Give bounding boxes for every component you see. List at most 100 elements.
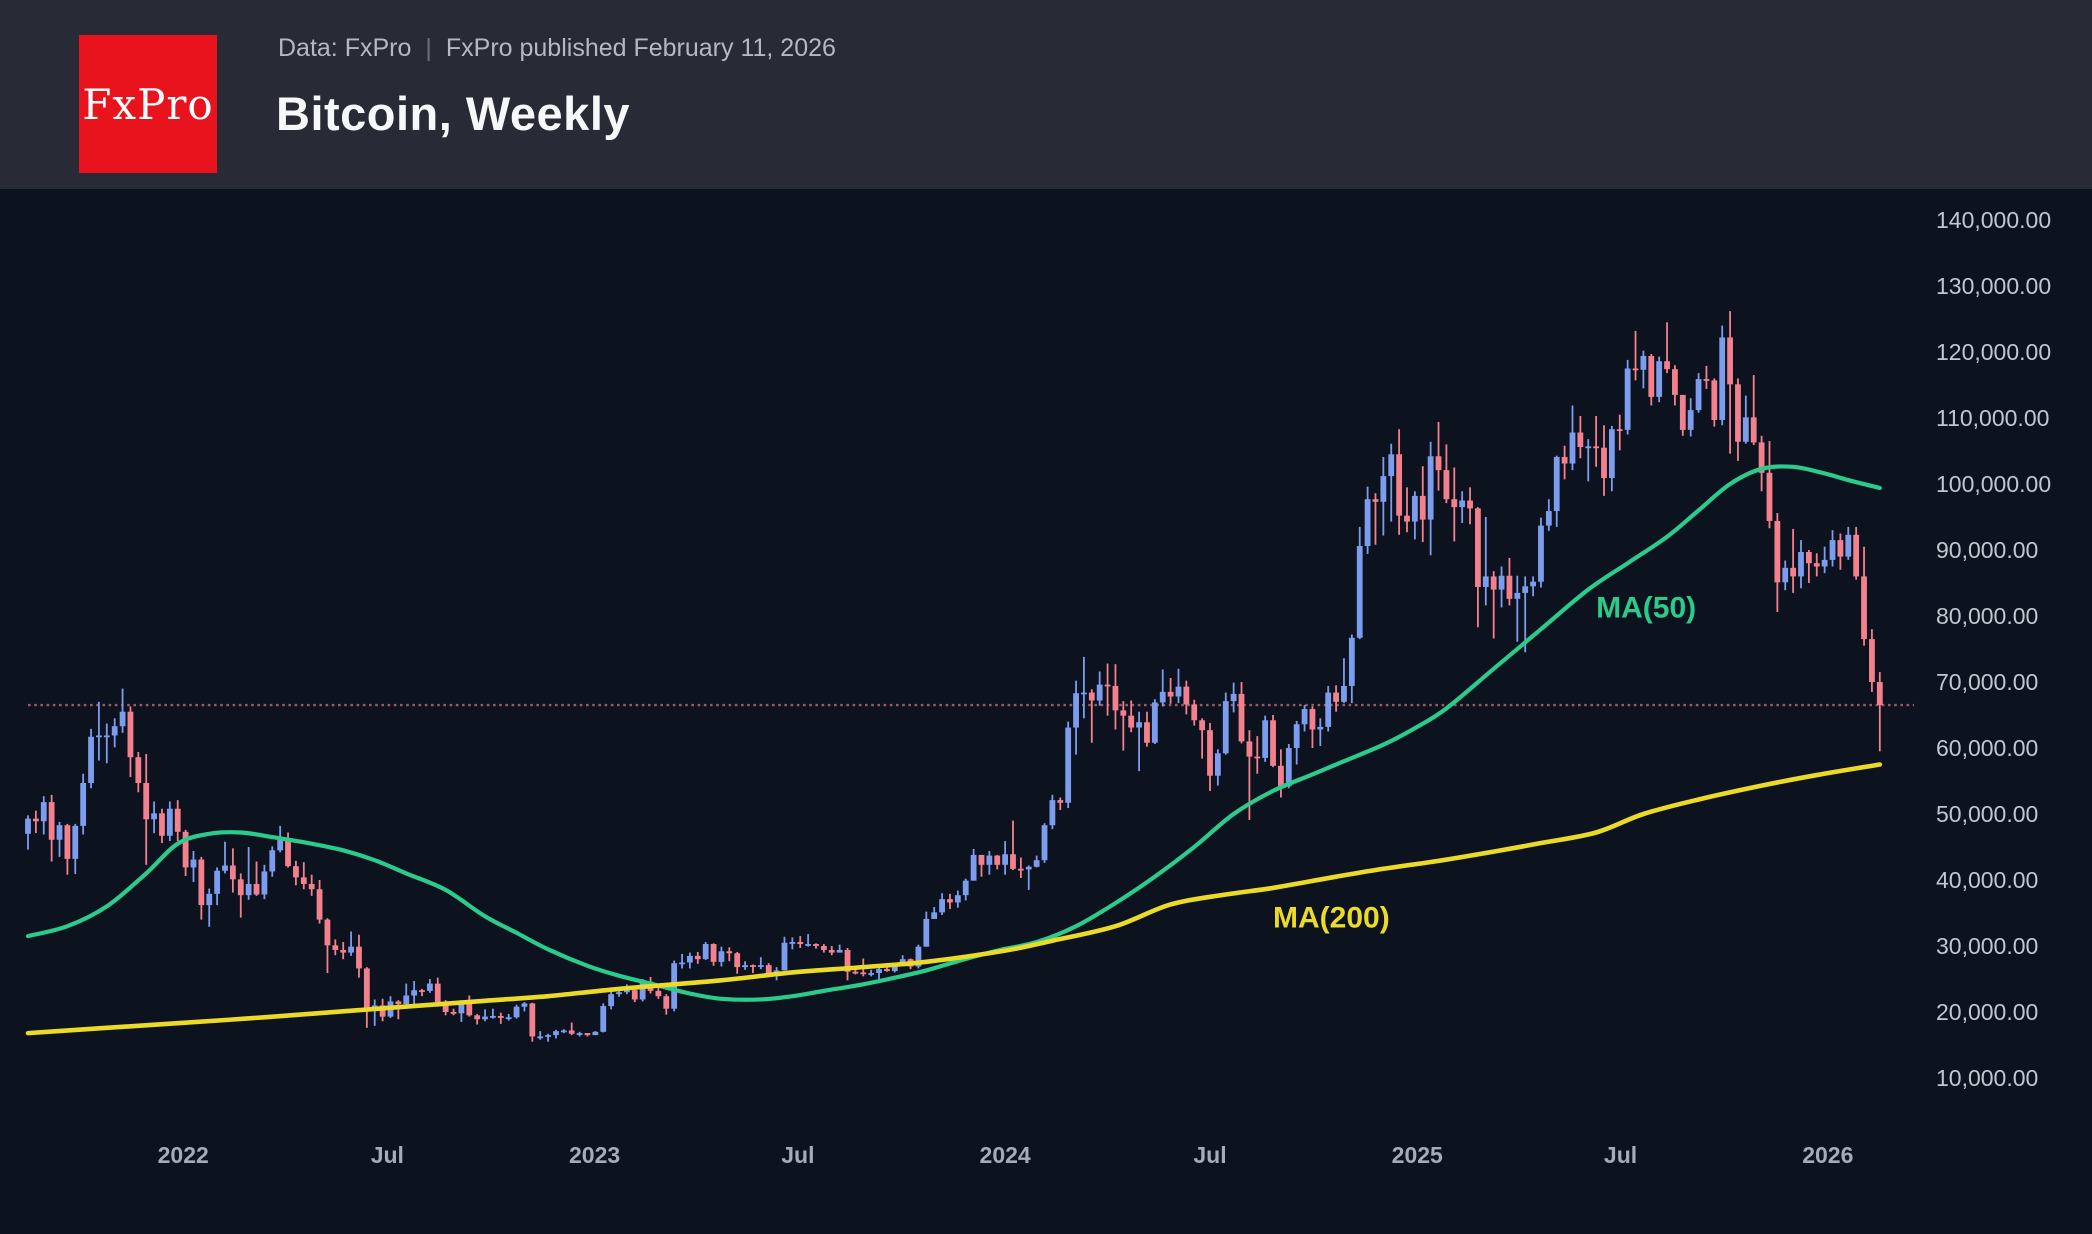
candle-up <box>72 825 79 859</box>
candle-up <box>1041 825 1048 861</box>
candle-up <box>277 838 284 851</box>
chart-meta-line: Data: FxPro | FxPro published February 11,… <box>278 34 836 63</box>
candle-up <box>560 1030 567 1033</box>
candle-down <box>174 808 181 832</box>
candle-up <box>1514 592 1521 599</box>
fxpro-logo-text: FxPro <box>82 79 214 129</box>
candle-wick <box>208 888 211 927</box>
x-axis-label: Jul <box>1604 1142 1637 1168</box>
candle-wick <box>1595 416 1598 467</box>
candle-up <box>1002 854 1009 865</box>
candle-up <box>103 735 110 738</box>
candle-down <box>308 883 315 890</box>
candle-up <box>119 711 126 727</box>
candle-down <box>844 949 851 972</box>
candle-down <box>1207 730 1213 776</box>
candle-down <box>1837 540 1844 557</box>
candle-wick <box>302 862 305 890</box>
candle-up <box>1553 456 1560 512</box>
candle-up <box>789 942 796 944</box>
candle-wick <box>224 841 226 874</box>
candle-down <box>64 825 71 859</box>
candle-down <box>1167 691 1174 697</box>
candle-wick <box>1138 711 1140 772</box>
candle-up <box>261 871 268 895</box>
candle-up <box>111 726 118 736</box>
candle-down <box>1443 470 1450 500</box>
candle-up <box>616 992 622 995</box>
candle-up <box>1687 410 1694 430</box>
candle-wick <box>759 957 762 970</box>
candle-up <box>151 813 157 820</box>
candle-wick <box>373 999 376 1026</box>
candle-wick <box>681 953 683 969</box>
candle-down <box>127 711 134 758</box>
candle-down <box>379 1005 386 1017</box>
candle-up <box>1159 691 1166 703</box>
candle-down <box>356 946 362 969</box>
x-axis-label: Jul <box>1193 1142 1226 1168</box>
candle-up <box>1719 337 1726 420</box>
candle-down <box>1876 682 1883 706</box>
candle-down <box>1766 472 1773 521</box>
candle-up <box>1301 709 1308 725</box>
candle-down <box>1057 800 1064 803</box>
candle-wick <box>547 1033 549 1042</box>
candle-up <box>1821 559 1828 567</box>
candle-down <box>1088 692 1095 701</box>
candle-down <box>497 1015 504 1018</box>
candle-up <box>1530 581 1536 587</box>
candle-wick <box>728 947 731 962</box>
candle-down <box>1506 575 1513 599</box>
candle-down <box>442 1002 449 1012</box>
candle-wick <box>1878 672 1881 752</box>
candle-up <box>757 965 764 967</box>
candle-down <box>1238 693 1245 742</box>
candle-down <box>1199 720 1206 731</box>
candle-up <box>1096 684 1103 701</box>
candle-up <box>1388 454 1395 477</box>
candle-up <box>1214 753 1221 776</box>
candle-down <box>1790 567 1797 577</box>
candle-wick <box>1752 375 1755 446</box>
candle-down <box>1735 384 1741 442</box>
candle-down <box>710 944 717 962</box>
candle-up <box>537 1036 544 1039</box>
candle-down <box>1017 868 1024 871</box>
candle-down <box>1128 715 1135 728</box>
candle-wick <box>1666 322 1668 374</box>
candle-down <box>324 919 331 946</box>
candle-wick <box>570 1022 573 1036</box>
candle-up <box>742 965 748 968</box>
candle-up <box>1498 575 1505 590</box>
candle-down <box>1278 765 1284 787</box>
candle-down <box>1679 394 1686 430</box>
x-axis-label: Jul <box>781 1142 814 1168</box>
candle-down <box>694 955 701 960</box>
candle-up <box>1230 693 1237 702</box>
candle-down <box>1144 722 1150 743</box>
candle-wick <box>34 810 37 834</box>
candle-up <box>206 893 213 906</box>
candle-up <box>1640 355 1647 370</box>
candle-wick <box>980 854 983 877</box>
candle-up <box>80 782 87 826</box>
candle-wick <box>1807 550 1810 583</box>
candle-up <box>458 1000 465 1014</box>
candle-down <box>1853 534 1860 577</box>
candle-up <box>1222 701 1229 754</box>
candle-down <box>1758 442 1765 473</box>
candle-up <box>1845 534 1852 557</box>
candle-up <box>1624 368 1631 430</box>
candle-wick <box>1090 689 1093 743</box>
candle-down <box>1727 337 1733 385</box>
candle-down <box>1404 515 1410 522</box>
candle-down <box>363 968 370 1009</box>
candle-up <box>1656 361 1663 397</box>
candle-down <box>1419 495 1426 520</box>
candle-down <box>1309 709 1316 730</box>
x-axis-label: 2024 <box>980 1142 1031 1168</box>
candle-up <box>954 895 961 903</box>
candle-down <box>584 1033 591 1036</box>
candle-wick <box>1437 421 1440 491</box>
